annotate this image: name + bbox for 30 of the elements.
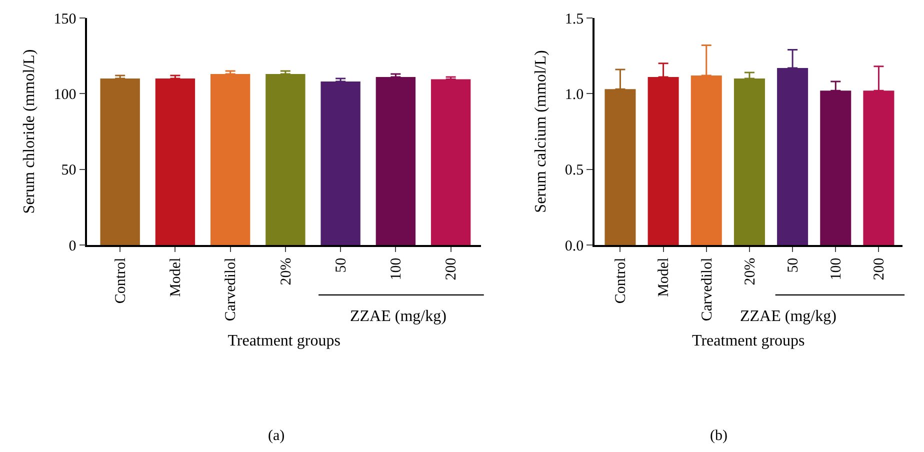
y-tick-label: 0 bbox=[68, 238, 76, 254]
x-tick-label: Model bbox=[656, 258, 672, 297]
x-tick-label: 200 bbox=[872, 258, 888, 280]
x-tick-label: 20% bbox=[742, 258, 758, 286]
x-axis-title: Treatment groups bbox=[228, 332, 340, 350]
x-tick-label: Control bbox=[613, 258, 630, 304]
y-axis-title: Serum chloride (mmol/L) bbox=[21, 49, 38, 214]
text: ZZAE (mg/kg) bbox=[740, 308, 836, 325]
y-tick-label: 1.5 bbox=[564, 11, 584, 28]
text: (b) bbox=[710, 428, 728, 444]
text: ZZAE (mg/kg) bbox=[350, 308, 446, 325]
x-axis-title: Treatment groups bbox=[692, 332, 805, 350]
x-tick-label: 50 bbox=[785, 258, 802, 273]
y-tick-label: 150 bbox=[54, 11, 76, 28]
y-tick-label: 1.0 bbox=[564, 86, 584, 103]
y-tick-label: 50 bbox=[61, 162, 76, 179]
y-axis-title: Serum calcium (mmol/L) bbox=[532, 50, 550, 213]
x-tick-label: 200 bbox=[444, 258, 460, 280]
text: (a) bbox=[268, 428, 285, 444]
x-tick-label: Control bbox=[112, 258, 129, 304]
x-tick-label: 100 bbox=[828, 258, 845, 280]
y-tick-label: 100 bbox=[54, 86, 76, 103]
y-tick-label: 0.5 bbox=[564, 162, 584, 179]
x-tick-label: Carvedilol bbox=[223, 258, 240, 322]
x-tick-label: 100 bbox=[388, 258, 405, 280]
x-tick-label: 50 bbox=[333, 258, 350, 273]
x-tick-label: 20% bbox=[278, 258, 294, 286]
y-tick-label: 0.0 bbox=[564, 238, 584, 254]
x-tick-label: Model bbox=[168, 258, 184, 297]
x-tick-label: Carvedilol bbox=[699, 258, 716, 322]
